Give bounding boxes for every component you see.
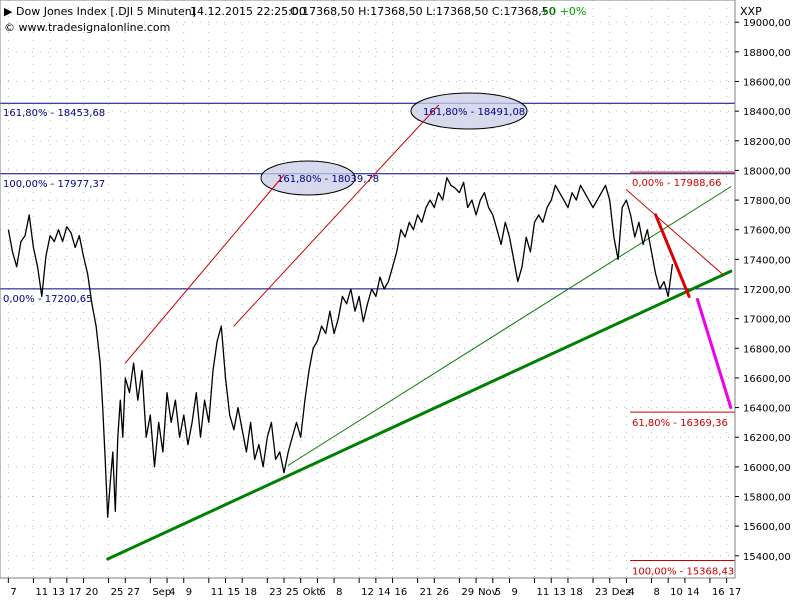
x-tick-label: 14 [687,587,700,598]
fib-level-label: 0,00% - 17200,65 [3,294,92,305]
y-tick-label: 17400,00 [743,255,791,266]
x-tick-label: 7 [10,587,16,598]
projection-ellipse [410,92,528,130]
trendline [124,174,285,364]
fib-level-label: 100,00% - 17977,37 [3,179,105,190]
fib-level-label: 61,80% - 16369,36 [632,418,728,429]
copyright-text: © www.tradesignalonline.com [4,21,170,34]
x-tick-label: 11 [35,587,48,598]
y-tick-label: 18800,00 [743,48,791,59]
y-tick-label: 15400,00 [743,552,791,563]
x-tick-label: 6 [319,587,325,598]
fib-levels: 161,80% - 18453,68 100,00% - 17977,37 0,00… [0,102,735,577]
y-tick-label: 18400,00 [743,107,791,118]
x-tick-label: Dez [612,587,631,598]
price-series [7,177,674,518]
x-tick-label: 12 [361,587,374,598]
x-tick-label: 5 [495,587,501,598]
x-tick-label: 14 [378,587,391,598]
chart-title-arrow: ▶ [4,5,13,18]
x-tick-label: 21 [420,587,433,598]
x-tick-label: 13 [553,587,566,598]
y-tick-label: 17600,00 [743,226,791,237]
y-tick-label: 16400,00 [743,404,791,415]
trendline [654,213,691,298]
y-tick-label: 16600,00 [743,374,791,385]
y-tick-label: 18000,00 [743,166,791,177]
x-tick-label: Nov [478,587,498,598]
trendline [233,104,439,327]
y-tick-label: 16000,00 [743,463,791,474]
x-tick-label: 16 [395,587,408,598]
x-tick-label: 11 [211,587,224,598]
x-tick-label: 17 [69,587,82,598]
y-tick-label: 15800,00 [743,492,791,503]
chart-title: Dow Jones Index [.DJI 5 Minuten] [16,5,196,18]
x-tick-label: Sep [152,587,171,598]
y-tick-label: 17800,00 [743,196,791,207]
x-tick-label: 10 [670,587,683,598]
x-tick-label: 29 [461,587,474,598]
projection-ellipse [260,160,356,196]
symbol-label: XXP [740,5,762,18]
projection-ellipses: 161,80% - 18039,78 161,80% - 18491,08 [260,92,528,196]
x-tick-label: 9 [511,587,517,598]
x-tick-label: 13 [52,587,65,598]
fib-level-label: 0,00% - 17988,66 [632,178,721,189]
y-tick-label: 15600,00 [743,522,791,533]
x-tick-label: 9 [186,587,192,598]
x-tick-label: 11 [537,587,550,598]
fib-level-label: 100,00% - 15368,43 [632,566,734,577]
trendline [625,189,723,275]
projection-label: 161,80% - 18039,78 [277,174,379,185]
y-tick-label: 16200,00 [743,433,791,444]
trendline [287,186,732,466]
trendlines [106,104,733,561]
y-tick-label: 16800,00 [743,344,791,355]
chart-datetime: 14.12.2015 22:25:00 [190,5,306,18]
y-tick-label: 18200,00 [743,137,791,148]
chart-change: +0 +0% [540,5,586,18]
trendline [695,297,733,410]
fib-level-label: 161,80% - 18453,68 [3,108,105,119]
projection-label: 161,80% - 18491,08 [423,107,525,118]
x-tick-label: 25 [286,587,299,598]
x-tick-label: 18 [570,587,583,598]
trendline [106,269,733,561]
y-tick-label: 18600,00 [743,78,791,89]
y-tick-label: 17000,00 [743,315,791,326]
x-tick-label: 23 [595,587,608,598]
x-tick-label: 18 [244,587,257,598]
y-tick-label: 17200,00 [743,285,791,296]
x-tick-label: 27 [127,587,140,598]
price-line [7,177,674,518]
x-tick-label: 8 [653,587,659,598]
x-tick-label: 25 [111,587,124,598]
x-tick-label: 8 [336,587,342,598]
x-tick-label: 15 [228,587,241,598]
x-tick-label: 20 [86,587,99,598]
x-tick-label: 26 [436,587,449,598]
x-tick-label: 16 [712,587,725,598]
x-tick-label: Okt [303,587,321,598]
y-axis: 19000,00 18800,00 18600,00 18400,00 18200,00… [735,18,791,563]
x-tick-label: 4 [169,587,175,598]
x-tick-label: 23 [269,587,282,598]
y-tick-label: 19000,00 [743,18,791,29]
x-tick-label: 4 [628,587,634,598]
chart-ohlc: O:17368,50 H:17368,50 L:17368,50 C:17368… [290,5,556,18]
x-tick-label: 17 [729,587,742,598]
